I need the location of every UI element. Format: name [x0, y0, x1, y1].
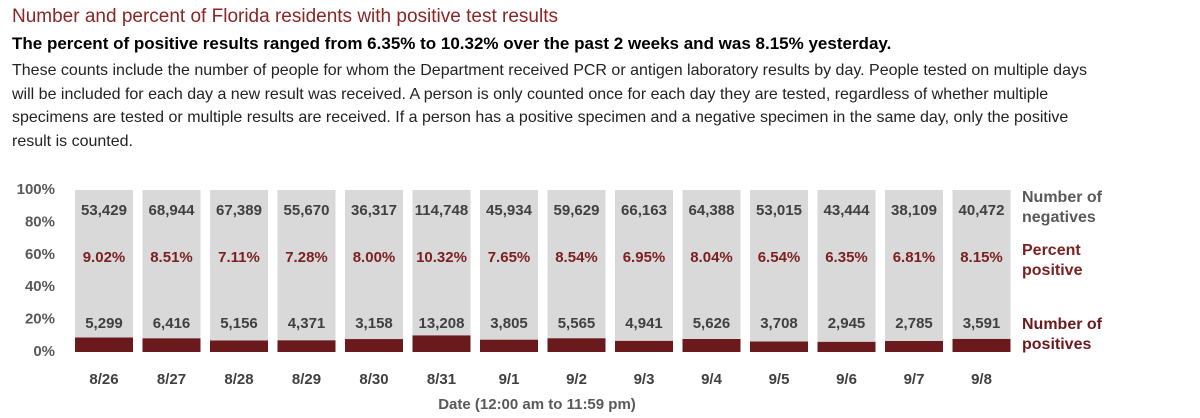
percent-label: 9.02%: [83, 249, 126, 266]
chart-subtitle: The percent of positive results ranged f…: [12, 34, 892, 53]
negatives-label: 68,944: [149, 202, 196, 219]
chart-title: Number and percent of Florida residents …: [12, 6, 558, 27]
percent-label: 7.28%: [285, 249, 328, 266]
negatives-label: 114,748: [415, 202, 468, 219]
legend-positives: Number of positives: [1022, 316, 1102, 353]
percent-label: 8.15%: [960, 249, 1003, 266]
positives-label: 5,626: [693, 315, 731, 332]
bar-segment: [547, 338, 606, 352]
negatives-label: 55,670: [284, 202, 330, 219]
y-tick-label: 100%: [17, 181, 55, 198]
positives-label: 6,416: [153, 315, 191, 332]
negatives-label: 40,472: [959, 202, 1005, 219]
negatives-label: 38,109: [891, 202, 937, 219]
bar-segment: [345, 339, 403, 352]
negatives-label: 59,629: [554, 202, 600, 219]
bar-segment: [750, 190, 808, 342]
bar-segment: [345, 190, 403, 340]
x-axis-label: Date (12:00 am to 11:59 pm): [438, 396, 636, 413]
bar-segment: [75, 190, 133, 338]
y-tick-label: 40%: [25, 278, 55, 295]
x-tick-label: 8/30: [359, 371, 388, 388]
negatives-label: 67,389: [216, 202, 262, 219]
percent-label: 10.32%: [416, 249, 467, 266]
x-tick-label: 8/27: [157, 371, 186, 388]
x-tick-label: 9/7: [904, 371, 925, 388]
y-tick-label: 60%: [25, 246, 55, 263]
percent-label: 6.81%: [893, 249, 936, 266]
positives-label: 4,941: [625, 315, 663, 332]
negatives-label: 64,388: [689, 202, 735, 219]
y-tick-label: 20%: [25, 311, 55, 328]
bar-segment: [682, 338, 741, 352]
negatives-label: 43,444: [824, 202, 871, 219]
chart-description: These counts include the number of peopl…: [12, 62, 1087, 150]
bar-segment: [412, 190, 471, 336]
x-tick-label: 9/1: [499, 371, 520, 388]
y-tick-label: 80%: [25, 213, 55, 230]
x-tick-label: 9/6: [836, 371, 857, 388]
negatives-label: 53,015: [756, 202, 802, 219]
negatives-label: 36,317: [351, 202, 397, 219]
x-tick-label: 9/4: [701, 371, 723, 388]
percent-label: 6.95%: [623, 249, 666, 266]
percent-label: 8.54%: [555, 249, 598, 266]
bar-segment: [480, 190, 538, 340]
percent-label: 6.35%: [825, 249, 868, 266]
bar-segment: [142, 338, 201, 352]
percent-label: 7.65%: [488, 249, 531, 266]
bar-segment: [210, 340, 268, 352]
bar-segment: [75, 337, 133, 352]
bar-segment: [817, 190, 876, 342]
bar-segment: [885, 190, 943, 341]
bar-segment: [277, 340, 336, 352]
negatives-label: 66,163: [621, 202, 667, 219]
bar-segment: [142, 190, 201, 339]
negatives-label: 45,934: [486, 202, 533, 219]
positives-label: 3,805: [490, 315, 528, 332]
bar-segment: [547, 190, 606, 339]
percent-label: 6.54%: [758, 249, 801, 266]
bar-segment: [682, 190, 741, 339]
percent-label: 8.00%: [353, 249, 396, 266]
bar-segment: [817, 341, 876, 352]
bar-segment: [615, 190, 673, 341]
bar-segment: [952, 190, 1011, 339]
x-tick-label: 9/2: [566, 371, 587, 388]
positives-label: 3,591: [963, 315, 1001, 332]
percent-label: 8.51%: [150, 249, 193, 266]
bar-segment: [480, 339, 538, 352]
positives-label: 5,299: [85, 315, 123, 332]
bar-segment: [750, 341, 808, 352]
x-tick-label: 9/8: [971, 371, 992, 388]
positives-label: 2,945: [828, 315, 866, 332]
positives-label: 2,785: [895, 315, 933, 332]
bar-segment: [412, 335, 471, 352]
bar-segment: [277, 190, 336, 341]
positives-label: 5,565: [558, 315, 596, 332]
legend-negatives: Number of negatives: [1022, 189, 1102, 226]
bar-segment: [210, 190, 268, 341]
x-tick-label: 8/29: [292, 371, 321, 388]
x-tick-label: 9/5: [769, 371, 790, 388]
y-tick-label: 0%: [33, 343, 55, 360]
percent-label: 7.11%: [218, 249, 260, 266]
positives-label: 5,156: [220, 315, 258, 332]
bar-segment: [885, 340, 943, 352]
legend-percent: Percent positive: [1022, 242, 1083, 279]
positives-label: 3,708: [760, 315, 798, 332]
bar-segment: [615, 340, 673, 352]
positives-label: 13,208: [419, 315, 465, 332]
bar-segment: [952, 338, 1011, 352]
negatives-label: 53,429: [81, 202, 127, 219]
x-tick-label: 8/31: [427, 371, 456, 388]
positives-label: 3,158: [355, 315, 393, 332]
positives-label: 4,371: [288, 315, 326, 332]
x-tick-label: 8/28: [224, 371, 253, 388]
x-tick-label: 8/26: [89, 371, 118, 388]
x-tick-label: 9/3: [634, 371, 655, 388]
percent-label: 8.04%: [690, 249, 733, 266]
